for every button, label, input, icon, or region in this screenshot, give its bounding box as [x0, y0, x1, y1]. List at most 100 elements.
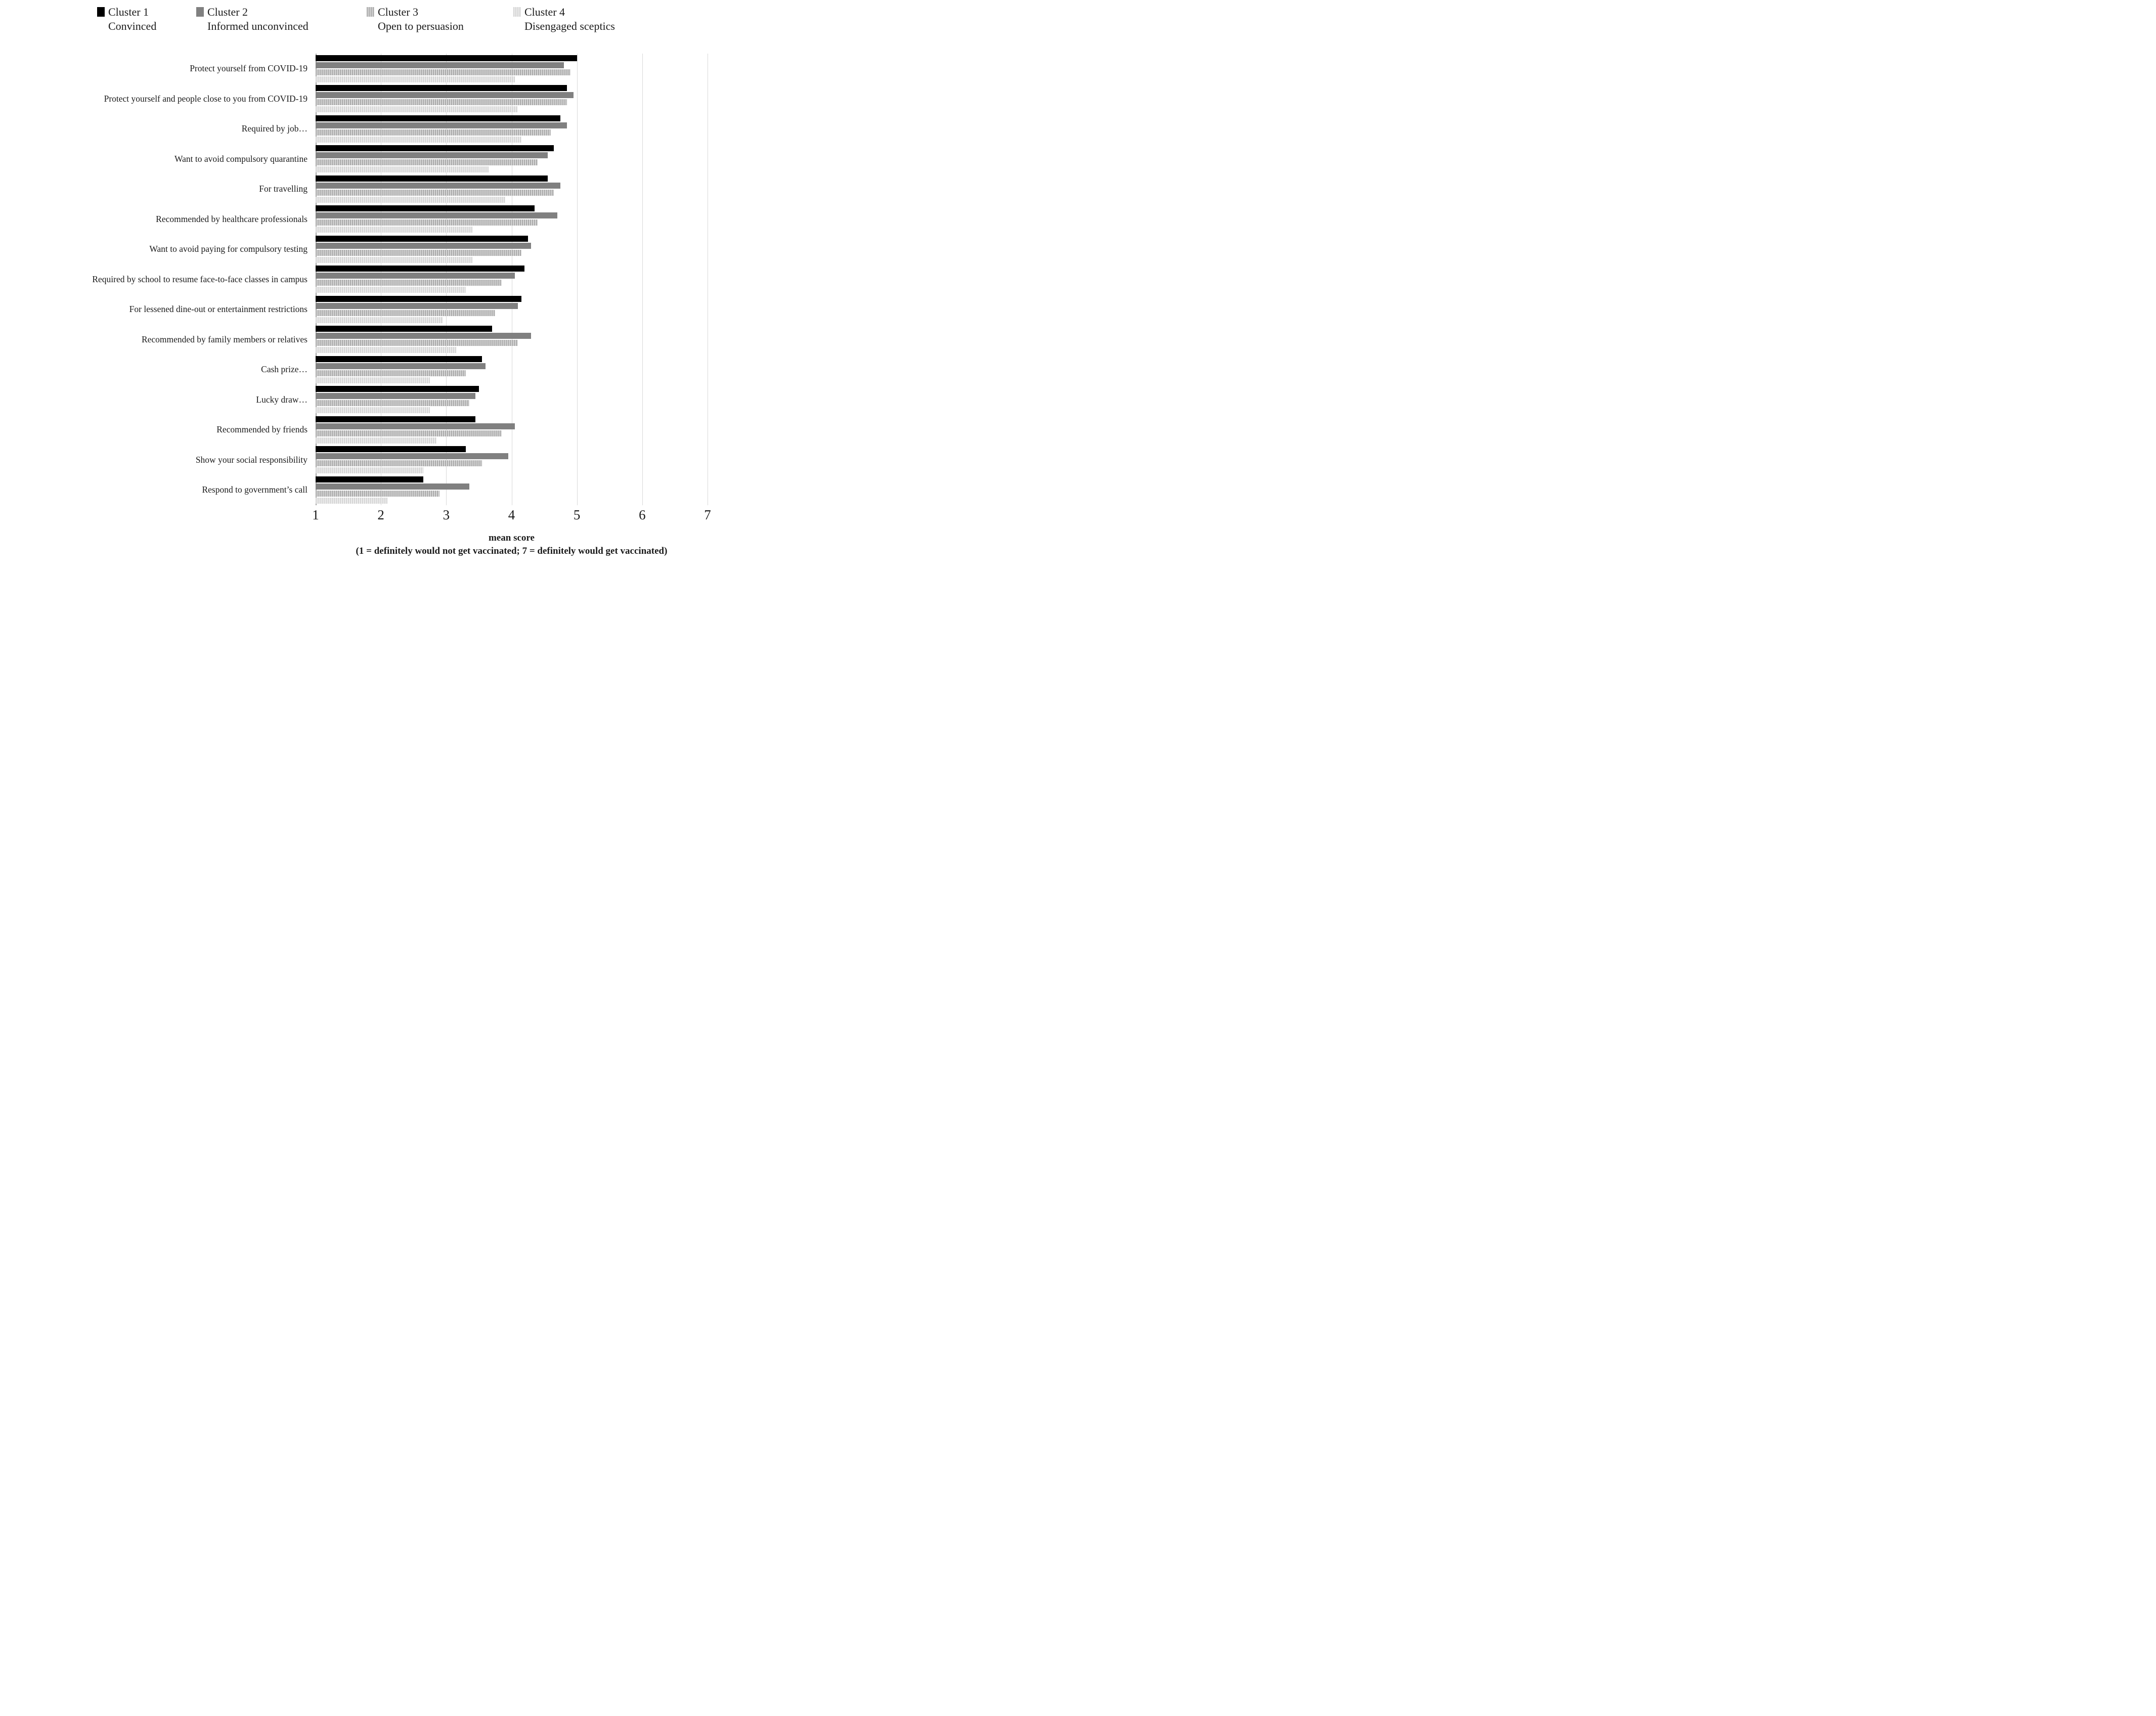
bar-cluster1: [316, 416, 476, 422]
gridline-1: [316, 54, 317, 505]
bar-group: [316, 175, 708, 203]
bar-group: [316, 295, 708, 323]
bar-cluster2: [316, 423, 515, 429]
bar-cluster3: [316, 99, 567, 106]
category-label: Required by job…: [241, 123, 307, 134]
bar-cluster2: [316, 273, 515, 279]
bar-group: [316, 386, 708, 414]
bar-cluster4: [316, 377, 430, 383]
bar-cluster2: [316, 363, 486, 369]
bar-group: [316, 85, 708, 113]
plot-area: Protect yourself from COVID-19 Protect yo…: [0, 54, 719, 505]
category-row: Required by school to resume face-to-fac…: [0, 265, 719, 295]
legend-label: Cluster 2: [207, 6, 248, 18]
gridlines: [316, 54, 708, 505]
bar-cluster3: [316, 159, 538, 166]
legend-label: Cluster 4: [524, 6, 565, 18]
bar-cluster3: [316, 69, 570, 75]
bar-cluster4: [316, 317, 443, 323]
cluster2-swatch-icon: [196, 7, 204, 17]
bar-cluster1: [316, 55, 577, 61]
bar-cluster1: [316, 295, 521, 302]
bar-cluster3: [316, 370, 466, 376]
cluster3-swatch-icon: [367, 7, 374, 17]
bar-cluster1: [316, 326, 492, 332]
bar-cluster1: [316, 356, 482, 362]
bar-cluster1: [316, 145, 554, 152]
bar-cluster1: [316, 85, 567, 92]
bar-cluster1: [316, 235, 528, 242]
category-label: Recommended by friends: [216, 424, 307, 435]
bar-cluster3: [316, 189, 554, 196]
category-label: For travelling: [259, 184, 307, 194]
x-tick-5: 5: [573, 507, 581, 522]
bar-cluster4: [316, 437, 436, 444]
bar-cluster4: [316, 166, 489, 173]
bar-group: [316, 356, 708, 383]
bar-group: [316, 416, 708, 444]
legend-subtitle: Convinced: [108, 19, 157, 32]
x-tick-3: 3: [443, 507, 450, 522]
bar-cluster3: [316, 460, 482, 467]
bar-cluster4: [316, 287, 466, 293]
bar-cluster4: [316, 347, 456, 354]
legend-head: Cluster 1: [97, 5, 196, 19]
legend-label: Cluster 3: [378, 6, 419, 18]
rows: Protect yourself from COVID-19 Protect yo…: [0, 54, 719, 505]
gridline-3: [446, 54, 447, 505]
category-label: Want to avoid paying for compulsory test…: [149, 244, 307, 254]
bar-cluster4: [316, 196, 505, 203]
bar-cluster2: [316, 453, 509, 460]
bar-cluster4: [316, 256, 472, 263]
x-axis-title: mean score: [489, 532, 535, 543]
bar-group: [316, 476, 708, 504]
legend-item-cluster1: Cluster 1 Convinced: [97, 5, 196, 33]
category-label: Want to avoid compulsory quarantine: [174, 153, 307, 164]
bar-group: [316, 235, 708, 263]
x-tick-6: 6: [639, 507, 646, 522]
bar-cluster3: [316, 129, 551, 136]
bar-group: [316, 55, 708, 82]
legend-subtitle: Informed unconvinced: [207, 19, 309, 32]
category-row: Want to avoid compulsory quarantine: [0, 144, 719, 174]
legend-head: Cluster 3: [367, 5, 513, 19]
category-label: Protect yourself and people close to you…: [104, 93, 307, 104]
bar-cluster3: [316, 280, 502, 286]
x-tick-4: 4: [508, 507, 515, 522]
bar-cluster1: [316, 205, 535, 212]
bar-cluster3: [316, 249, 521, 256]
bar-cluster1: [316, 446, 466, 453]
category-label: Recommended by family members or relativ…: [141, 334, 307, 344]
category-label: Respond to government’s call: [202, 485, 307, 495]
category-row: Cash prize…: [0, 355, 719, 385]
bar-cluster2: [316, 483, 469, 490]
bar-cluster1: [316, 115, 561, 121]
cluster1-swatch-icon: [97, 7, 105, 17]
bar-cluster2: [316, 212, 557, 219]
bar-chart: Protect yourself from COVID-19 Protect yo…: [0, 54, 719, 557]
category-label: For lessened dine-out or entertainment r…: [129, 304, 307, 315]
bar-cluster2: [316, 302, 518, 309]
category-row: Respond to government’s call: [0, 475, 719, 505]
category-label: Cash prize…: [261, 364, 307, 375]
bar-cluster3: [316, 219, 538, 226]
bar-group: [316, 205, 708, 233]
legend-head: Cluster 2: [196, 5, 367, 19]
cluster4-swatch-icon: [513, 7, 521, 17]
bar-cluster4: [316, 407, 430, 414]
x-axis: 1 2 3 4 5 6 7: [312, 505, 711, 530]
bar-cluster4: [316, 467, 424, 474]
bar-cluster4: [316, 227, 472, 233]
bar-cluster2: [316, 393, 476, 400]
legend-subtitle: Disengaged sceptics: [524, 19, 615, 32]
legend-head: Cluster 4: [513, 5, 665, 19]
legend-label: Cluster 1: [108, 6, 149, 18]
category-row: Protect yourself from COVID-19: [0, 54, 719, 84]
bar-group: [316, 115, 708, 143]
bar-chart-figure: Cluster 1 Convinced Cluster 2 Informed u…: [0, 0, 719, 572]
legend-item-cluster2: Cluster 2 Informed unconvinced: [196, 5, 367, 33]
category-row: Recommended by family members or relativ…: [0, 325, 719, 355]
legend-item-cluster4: Cluster 4 Disengaged sceptics: [513, 5, 665, 33]
category-row: Recommended by healthcare professionals: [0, 204, 719, 235]
bar-group: [316, 446, 708, 474]
